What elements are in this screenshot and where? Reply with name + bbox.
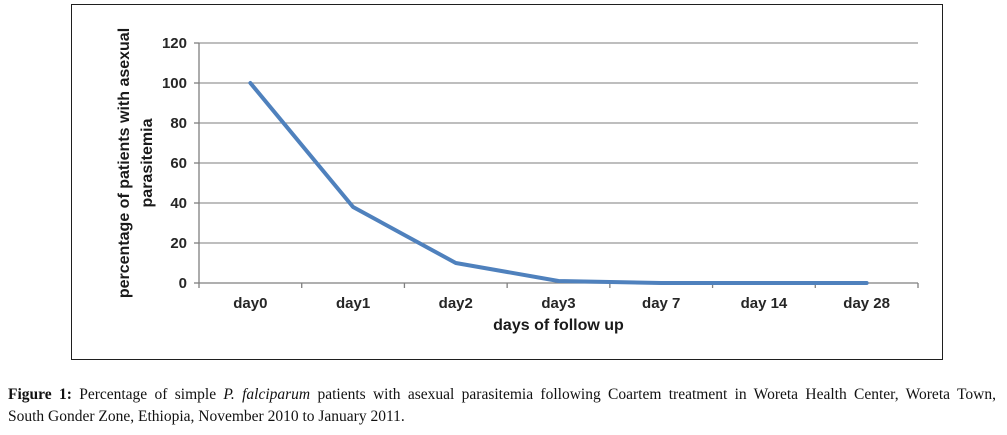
y-tick-label: 120 <box>162 35 187 52</box>
chart-frame: 0 20 40 60 80 100 120 day0 day1 day2 day3 day 7 day … <box>71 4 943 360</box>
x-tick-labels: day0 day1 day2 day3 day 7 day 14 day 28 <box>233 295 890 312</box>
series-line <box>248 81 869 285</box>
caption-species-name: P. falciparum <box>223 386 311 403</box>
y-tick-label: 60 <box>170 155 187 172</box>
x-tick-label: day3 <box>541 295 575 312</box>
y-axis-title-line: percentage of patients with asexual <box>116 28 133 298</box>
y-tick-label: 100 <box>162 75 187 92</box>
x-tick-label: day 28 <box>843 295 890 312</box>
x-tick-label: day0 <box>233 295 267 312</box>
figure-caption: Figure 1: Percentage of simple P. falcip… <box>8 384 996 428</box>
caption-text-before-italic: Percentage of simple <box>71 386 224 403</box>
axis-ticks <box>194 42 919 288</box>
y-gridlines <box>199 42 918 244</box>
y-axis-title-line: parasitemia <box>139 118 156 207</box>
x-tick-label: day1 <box>336 295 370 312</box>
caption-line-2: South Gonder Zone, Ethiopia, November 20… <box>8 408 405 425</box>
x-axis-title: days of follow up <box>493 317 624 334</box>
y-tick-label: 40 <box>170 195 187 212</box>
x-tick-label: day 14 <box>741 295 788 312</box>
y-tick-labels: 0 20 40 60 80 100 120 <box>162 35 187 292</box>
y-tick-label: 20 <box>170 235 187 252</box>
caption-line-1: Figure 1: Percentage of simple P. falcip… <box>8 384 996 406</box>
y-axis-title: percentage of patients with asexual paras… <box>116 28 156 298</box>
caption-text-after-italic: patients with asexual parasitemia follow… <box>310 386 997 403</box>
caption-figure-label: Figure 1: <box>8 386 72 403</box>
x-tick-label: day 7 <box>642 295 680 312</box>
y-tick-label: 80 <box>170 115 187 132</box>
y-tick-label: 0 <box>179 275 187 292</box>
x-tick-label: day2 <box>439 295 473 312</box>
line-chart: 0 20 40 60 80 100 120 day0 day1 day2 day3 day 7 day … <box>116 28 919 334</box>
